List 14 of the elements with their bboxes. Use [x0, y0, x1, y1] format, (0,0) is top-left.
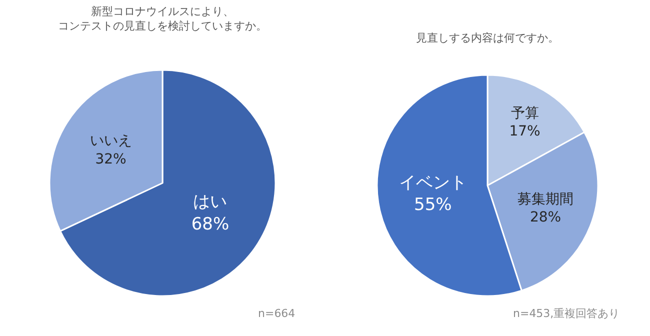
text: n=664 [258, 307, 296, 320]
chart-title: 見直しする内容は何ですか。 [416, 31, 559, 44]
data-label: 28% [530, 210, 562, 226]
data-label: 68% [191, 214, 230, 234]
slice-label: いいえ [90, 133, 132, 150]
data-label: 55% [414, 195, 452, 216]
text: n=453,重複回答あり [513, 307, 620, 320]
slice-label: イベント [398, 173, 467, 194]
chart-title: 新型コロナウイルスにより、コンテストの見直しを検討していますか。 [58, 5, 267, 32]
slice-label: はい [193, 192, 228, 212]
data-label: 32% [95, 151, 126, 168]
data-label: 17% [509, 124, 540, 140]
slice-label: 募集期間 [518, 191, 574, 208]
slice-label: 予算 [510, 105, 539, 122]
